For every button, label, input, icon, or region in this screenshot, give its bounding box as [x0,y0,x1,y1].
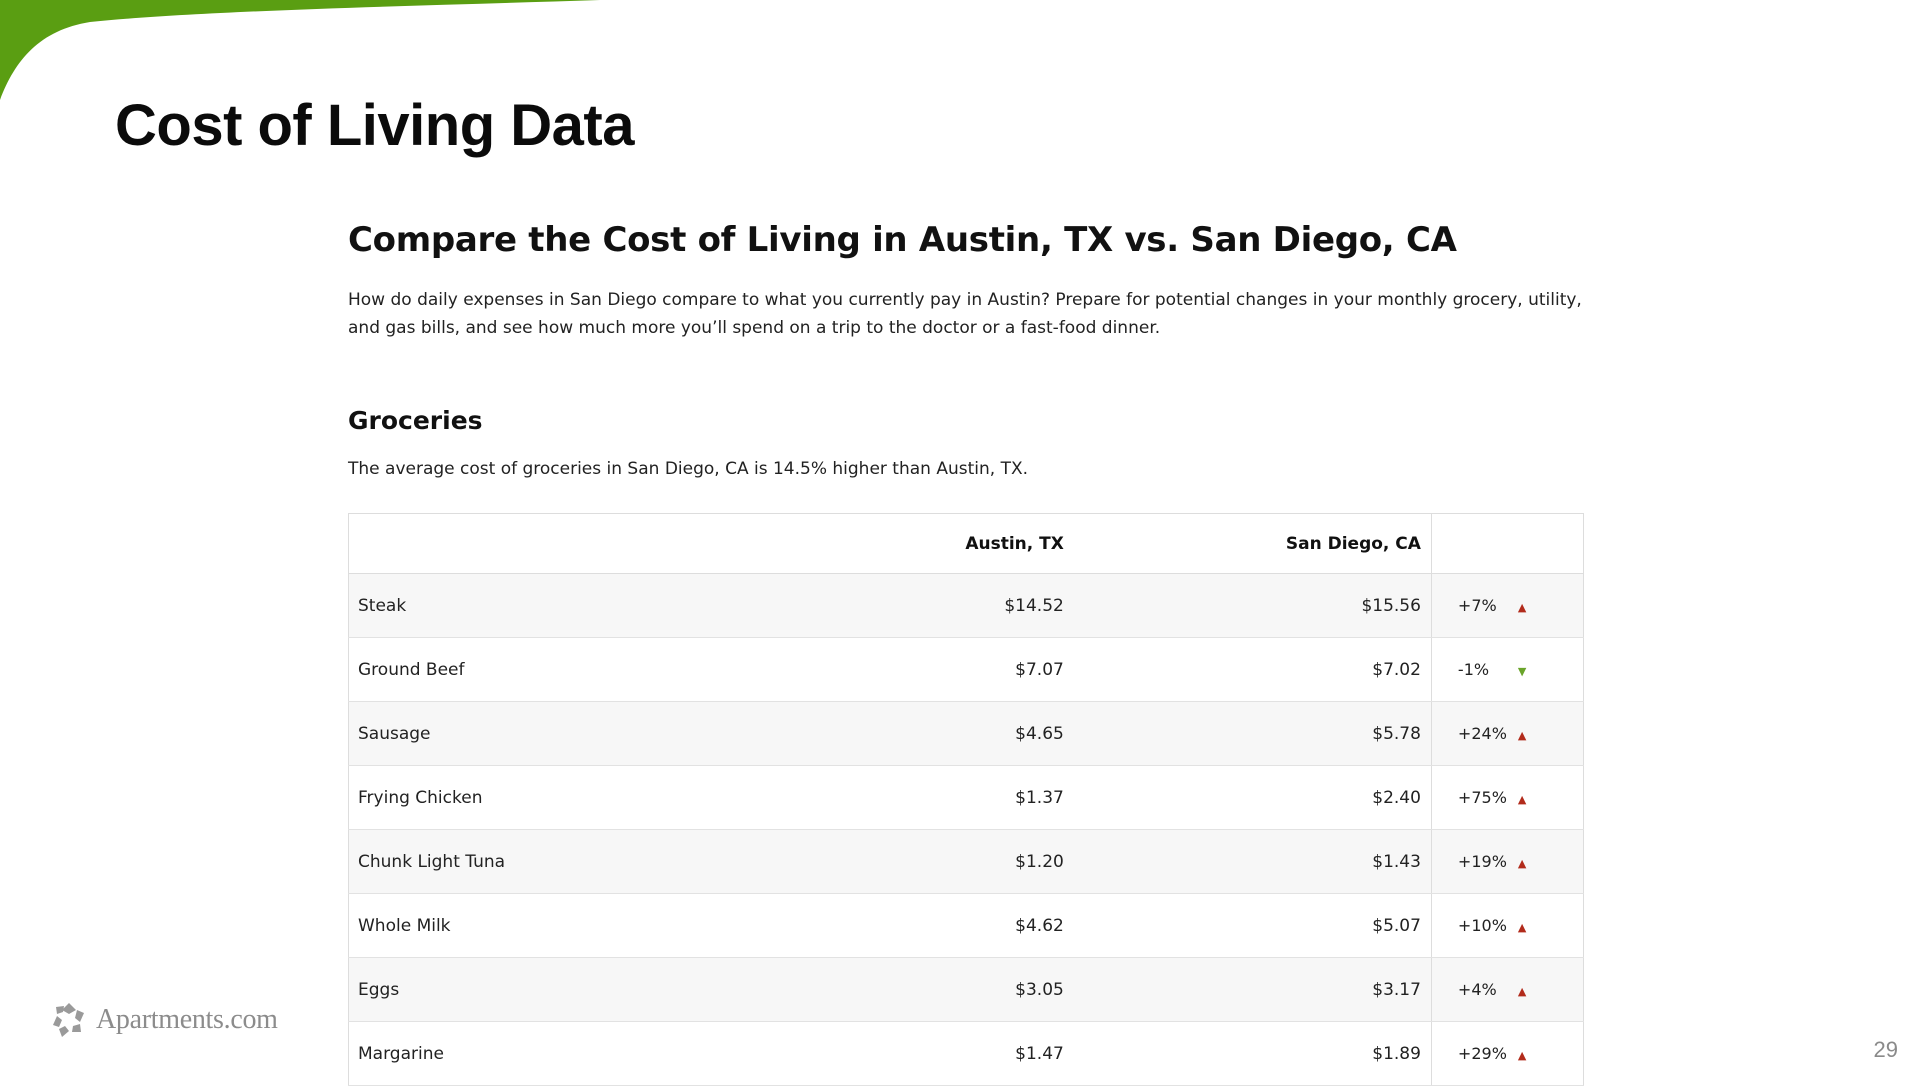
change-cell: +10% ▲ [1430,893,1584,958]
table-header-row: Austin, TX San Diego, CA [348,513,1584,574]
groceries-heading: Groceries [348,406,483,435]
triangle-down-icon: ▼ [1517,664,1527,678]
austin-price-cell: $14.52 [677,573,1064,638]
change-percent: +4% [1457,979,1497,999]
groceries-summary: The average cost of groceries in San Die… [348,459,1028,479]
san-diego-price-cell: $2.40 [1063,765,1432,830]
change-cell: +19% ▲ [1430,829,1584,894]
change-percent: +24% [1457,723,1507,743]
item-name-cell: Ground Beef [348,637,678,702]
triangle-up-icon: ▲ [1517,792,1527,806]
column-header-san-diego: San Diego, CA [1063,513,1432,574]
change-percent: +75% [1457,787,1507,807]
item-name-cell: Frying Chicken [348,765,678,830]
change-percent: -1% [1457,659,1490,679]
item-name-cell: Sausage [348,701,678,766]
change-percent: +29% [1457,1043,1507,1063]
item-name-cell: Chunk Light Tuna [348,829,678,894]
change-cell: +75% ▲ [1430,765,1584,830]
green-accent-swoosh [0,0,600,100]
austin-price-cell: $1.20 [677,829,1064,894]
austin-price-cell: $1.47 [677,1021,1064,1086]
triangle-up-icon: ▲ [1517,984,1527,998]
table-row: Chunk Light Tuna $1.20 $1.43 +19% ▲ [348,829,1584,894]
apartments-logo: Apartments.com [50,1001,278,1039]
change-cell: +29% ▲ [1430,1021,1584,1086]
san-diego-price-cell: $5.07 [1063,893,1432,958]
table-row: Whole Milk $4.62 $5.07 +10% ▲ [348,893,1584,958]
austin-price-cell: $1.37 [677,765,1064,830]
section-intro: How do daily expenses in San Diego compa… [348,290,1582,338]
triangle-up-icon: ▲ [1517,1048,1527,1062]
table-row: Sausage $4.65 $5.78 +24% ▲ [348,701,1584,766]
logo-text: Apartments.com [96,1004,278,1035]
apartments-logo-icon [53,1003,84,1037]
section-heading: Compare the Cost of Living in Austin, TX… [348,220,1457,260]
change-cell: +24% ▲ [1430,701,1584,766]
austin-price-cell: $4.65 [677,701,1064,766]
triangle-up-icon: ▲ [1517,920,1527,934]
item-name-cell: Eggs [348,957,678,1022]
table-row: Frying Chicken $1.37 $2.40 +75% ▲ [348,765,1584,830]
change-percent: +19% [1457,851,1507,871]
triangle-up-icon: ▲ [1517,600,1527,614]
change-percent: +7% [1457,595,1497,615]
san-diego-price-cell: $7.02 [1063,637,1432,702]
triangle-up-icon: ▲ [1517,856,1527,870]
column-header-item [348,513,678,574]
san-diego-price-cell: $3.17 [1063,957,1432,1022]
austin-price-cell: $7.07 [677,637,1064,702]
change-cell: +7% ▲ [1430,573,1584,638]
page-number: 29 [1873,1037,1898,1062]
change-cell: -1% ▼ [1430,637,1584,702]
triangle-up-icon: ▲ [1517,728,1527,742]
table-row: Margarine $1.47 $1.89 +29% ▲ [348,1021,1584,1086]
column-header-austin: Austin, TX [677,513,1064,574]
san-diego-price-cell: $5.78 [1063,701,1432,766]
san-diego-price-cell: $1.43 [1063,829,1432,894]
item-name-cell: Whole Milk [348,893,678,958]
column-header-change [1430,513,1584,574]
table-row: Ground Beef $7.07 $7.02 -1% ▼ [348,637,1584,702]
comparison-content: Compare the Cost of Living in Austin, TX… [348,220,1584,1086]
change-percent: +10% [1457,915,1507,935]
groceries-table: Austin, TX San Diego, CA Steak $14.52 $15.… [348,513,1584,1086]
san-diego-price-cell: $1.89 [1063,1021,1432,1086]
san-diego-price-cell: $15.56 [1063,573,1432,638]
table-row: Steak $14.52 $15.56 +7% ▲ [348,573,1584,638]
slide-title: Cost of Living Data [115,93,634,158]
item-name-cell: Margarine [348,1021,678,1086]
austin-price-cell: $4.62 [677,893,1064,958]
table-row: Eggs $3.05 $3.17 +4% ▲ [348,957,1584,1022]
austin-price-cell: $3.05 [677,957,1064,1022]
item-name-cell: Steak [348,573,678,638]
change-cell: +4% ▲ [1430,957,1584,1022]
